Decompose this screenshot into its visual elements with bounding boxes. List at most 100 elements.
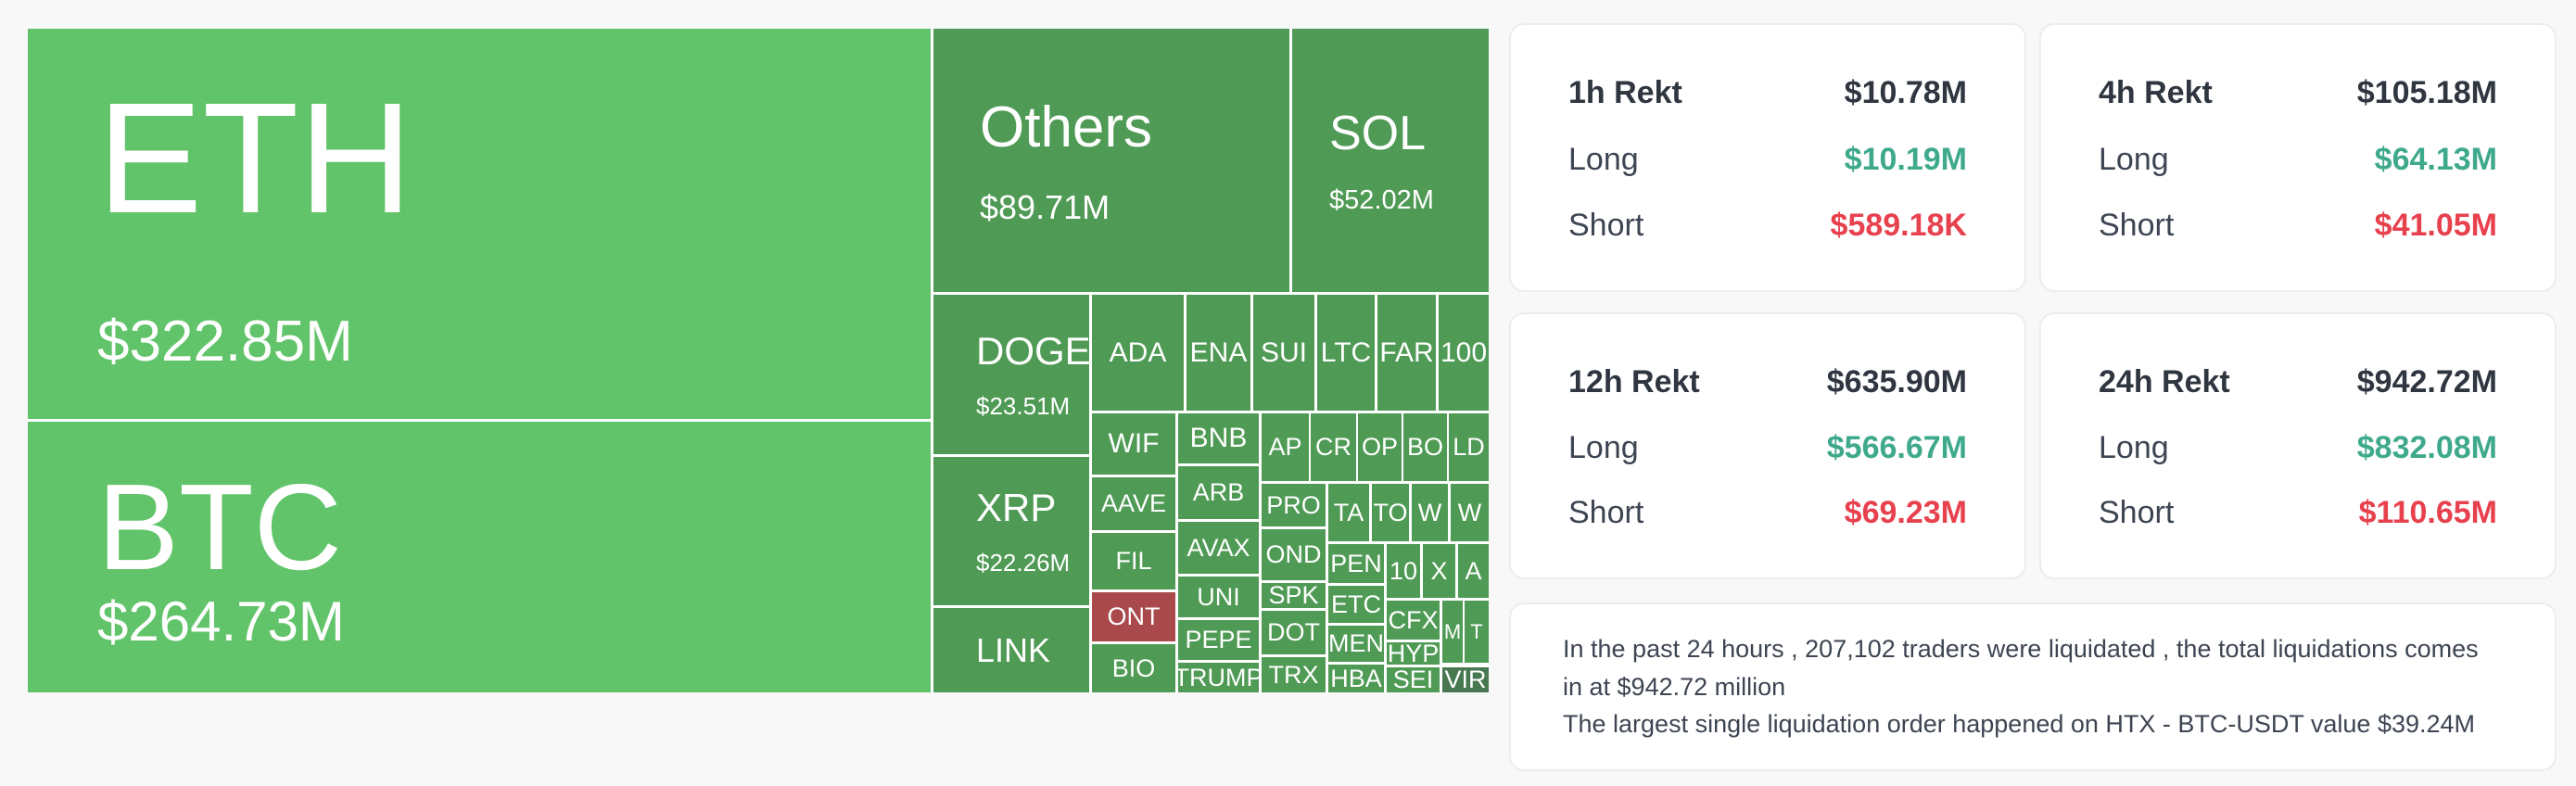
tile-symbol: DOGE bbox=[976, 328, 1089, 373]
long-value: $64.13M bbox=[2374, 141, 2497, 177]
tile-symbol: SOL bbox=[1329, 106, 1427, 160]
tile-symbol: AAVE bbox=[1100, 489, 1167, 517]
short-value: $69.23M bbox=[1844, 495, 1967, 530]
tile-symbol: UNI bbox=[1197, 582, 1240, 611]
tile-symbol: WIF bbox=[1108, 428, 1160, 459]
treemap-tile-pro[interactable]: PRO bbox=[1262, 484, 1326, 526]
liquidation-summary-card: In the past 24 hours , 207,102 traders w… bbox=[1509, 602, 2557, 771]
card-title: 12h Rekt bbox=[1568, 364, 1700, 399]
tile-symbol: AVAX bbox=[1186, 533, 1250, 562]
short-label: Short bbox=[1568, 208, 1644, 243]
short-value: $41.05M bbox=[2374, 208, 2497, 243]
treemap-tile-sui[interactable]: SUI bbox=[1253, 295, 1314, 411]
total-value: $942.72M bbox=[2356, 364, 2497, 399]
tile-symbol: BTC bbox=[97, 459, 342, 595]
treemap-tile-arb[interactable]: ARB bbox=[1178, 466, 1259, 519]
tile-symbol: ONT bbox=[1107, 602, 1161, 630]
tile-symbol: M bbox=[1443, 619, 1462, 643]
treemap-tile-spk[interactable]: SPK bbox=[1262, 583, 1326, 608]
treemap-tile-hba[interactable]: HBA bbox=[1328, 665, 1384, 692]
treemap-tile-uni[interactable]: UNI bbox=[1178, 577, 1259, 617]
treemap-tile-t[interactable]: T bbox=[1465, 601, 1489, 663]
treemap-tile-cfx[interactable]: CFX bbox=[1387, 601, 1440, 640]
card-title: 4h Rekt bbox=[2099, 75, 2213, 110]
treemap-tile-bio[interactable]: BIO bbox=[1092, 644, 1175, 692]
treemap-tile-ap[interactable]: AP bbox=[1262, 413, 1309, 481]
treemap-tile-100[interactable]: 100 bbox=[1439, 295, 1489, 411]
tile-symbol: BIO bbox=[1111, 653, 1156, 682]
treemap-tile-ena[interactable]: ENA bbox=[1186, 295, 1250, 411]
treemap-tile-btc[interactable]: BTC $264.73M bbox=[28, 422, 931, 692]
treemap-tile-ta[interactable]: TA bbox=[1328, 484, 1369, 541]
treemap-tile-bo[interactable]: BO bbox=[1403, 413, 1447, 481]
rekt-card-24h: 24h Rekt $942.72M Long $832.08M Short $110.… bbox=[2039, 312, 2557, 579]
treemap-tile-trump[interactable]: TRUMP bbox=[1178, 663, 1259, 692]
tile-symbol: TA bbox=[1333, 498, 1364, 526]
treemap-tile-to[interactable]: TO bbox=[1372, 484, 1409, 541]
treemap-tile-hyp[interactable]: HYP bbox=[1387, 642, 1440, 665]
treemap-tile-sei[interactable]: SEI bbox=[1387, 667, 1440, 692]
long-label: Long bbox=[1568, 141, 1639, 177]
treemap-tile-wif[interactable]: WIF bbox=[1092, 413, 1175, 475]
treemap-tile-m[interactable]: M bbox=[1442, 601, 1463, 663]
tile-symbol: SEI bbox=[1392, 667, 1434, 692]
treemap-tile-w[interactable]: W bbox=[1412, 484, 1448, 541]
treemap-tile-pepe[interactable]: PEPE bbox=[1178, 620, 1259, 660]
treemap-tile-op[interactable]: OP bbox=[1358, 413, 1402, 481]
tile-symbol: X bbox=[1430, 556, 1448, 585]
short-label: Short bbox=[1568, 495, 1644, 530]
tile-symbol: XRP bbox=[976, 485, 1057, 529]
tile-symbol: TRUMP bbox=[1178, 663, 1259, 691]
treemap-tile-pen[interactable]: PEN bbox=[1328, 544, 1384, 583]
treemap-tile-dot[interactable]: DOT bbox=[1262, 611, 1326, 654]
tile-symbol: DOT bbox=[1267, 618, 1320, 646]
treemap-tile-link[interactable]: LINK bbox=[933, 608, 1089, 692]
treemap-tile-others[interactable]: Others $89.71M bbox=[933, 29, 1289, 292]
long-label: Long bbox=[1568, 429, 1639, 465]
treemap-tile-a[interactable]: A bbox=[1458, 544, 1489, 598]
tile-symbol: TRX bbox=[1268, 660, 1319, 689]
tile-symbol: ETC bbox=[1331, 590, 1381, 618]
tile-symbol: AP bbox=[1268, 433, 1302, 461]
tile-value: $89.71M bbox=[980, 187, 1110, 226]
treemap-tile-far[interactable]: FAR bbox=[1377, 295, 1436, 411]
tile-symbol: HBA bbox=[1330, 665, 1382, 692]
tile-symbol: W bbox=[1457, 498, 1482, 526]
treemap-tile-etc[interactable]: ETC bbox=[1328, 586, 1384, 623]
treemap-tile-vir[interactable]: VIR bbox=[1442, 667, 1489, 692]
treemap-tile-avax[interactable]: AVAX bbox=[1178, 522, 1259, 574]
short-label: Short bbox=[2099, 208, 2175, 243]
tile-symbol: A bbox=[1465, 556, 1482, 585]
tile-symbol: FIL bbox=[1115, 547, 1152, 575]
short-value: $110.65M bbox=[2358, 495, 2497, 530]
long-value: $10.19M bbox=[1844, 141, 1967, 177]
treemap-tile-bnb[interactable]: BNB bbox=[1178, 413, 1259, 463]
card-title: 1h Rekt bbox=[1568, 75, 1682, 110]
treemap-tile-fil[interactable]: FIL bbox=[1092, 533, 1175, 590]
card-title: 24h Rekt bbox=[2099, 364, 2230, 399]
summary-line-1: In the past 24 hours , 207,102 traders w… bbox=[1563, 635, 2479, 701]
treemap-tile-ont[interactable]: ONT bbox=[1092, 592, 1175, 641]
treemap-tile-ltc[interactable]: LTC bbox=[1317, 295, 1375, 411]
treemap-tile-aave[interactable]: AAVE bbox=[1092, 477, 1175, 530]
treemap-tile-xrp[interactable]: XRP $22.26M bbox=[933, 457, 1089, 605]
treemap-tile-ld[interactable]: LD bbox=[1449, 413, 1489, 481]
treemap-tile-sol[interactable]: SOL $52.02M bbox=[1292, 29, 1489, 292]
treemap-tile-trx[interactable]: TRX bbox=[1262, 657, 1326, 692]
tile-symbol: SPK bbox=[1268, 583, 1319, 608]
treemap-tile-doge[interactable]: DOGE $23.51M bbox=[933, 295, 1089, 454]
liquidation-treemap: ETH $322.85M BTC $264.73M Others $89.71M SOL $5… bbox=[28, 29, 1489, 692]
treemap-tile-eth[interactable]: ETH $322.85M bbox=[28, 29, 931, 419]
treemap-tile-x[interactable]: X bbox=[1423, 544, 1455, 598]
treemap-tile-10[interactable]: 10 bbox=[1387, 544, 1420, 598]
treemap-tile-cr[interactable]: CR bbox=[1311, 413, 1356, 481]
tile-symbol: FAR bbox=[1379, 336, 1434, 368]
tile-symbol: MEN bbox=[1328, 629, 1384, 657]
rekt-card-4h: 4h Rekt $105.18M Long $64.13M Short $41.05M bbox=[2039, 23, 2557, 292]
treemap-tile-w[interactable]: W bbox=[1451, 484, 1489, 541]
treemap-tile-ond[interactable]: OND bbox=[1262, 529, 1326, 580]
tile-value: $23.51M bbox=[976, 391, 1071, 420]
treemap-tile-men[interactable]: MEN bbox=[1328, 626, 1384, 662]
treemap-tile-ada[interactable]: ADA bbox=[1092, 295, 1184, 411]
tile-symbol: CR bbox=[1315, 433, 1351, 461]
